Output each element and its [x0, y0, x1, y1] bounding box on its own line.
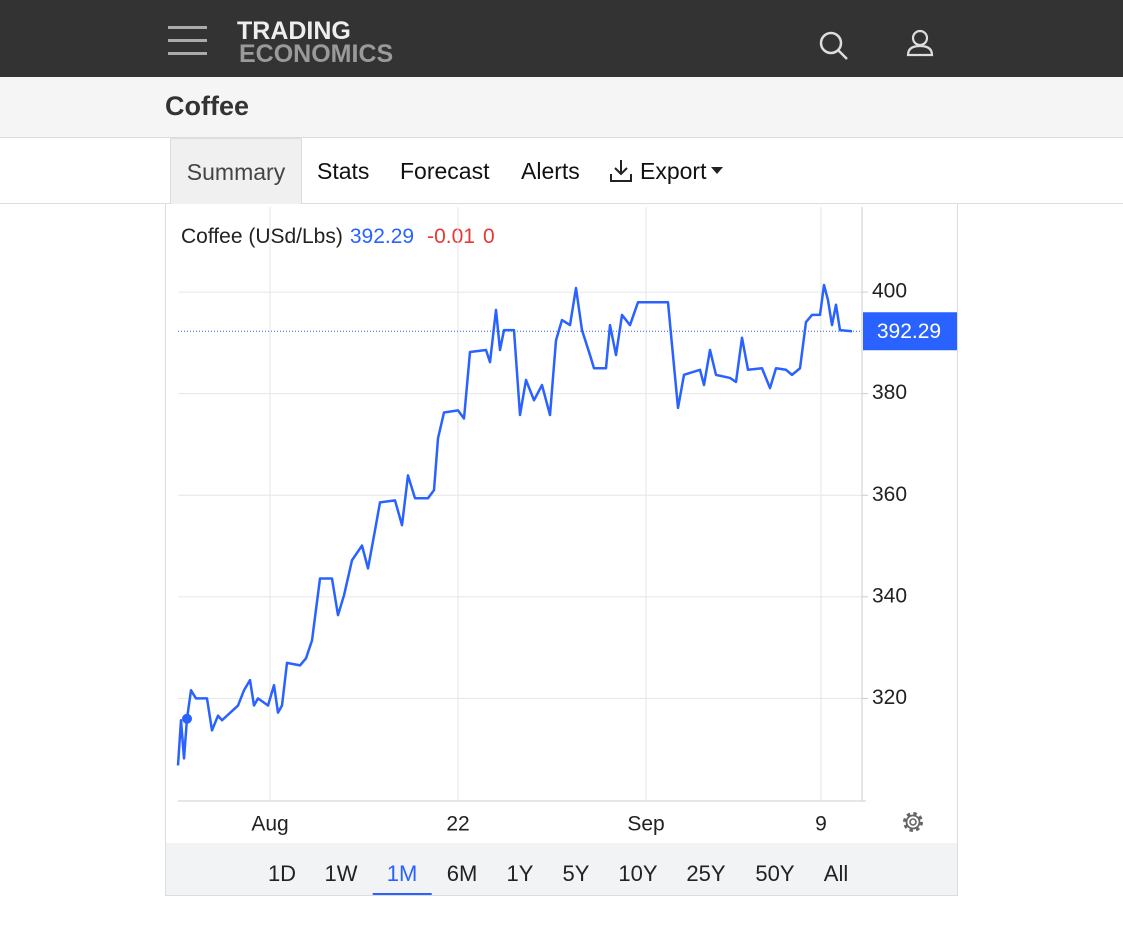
user-icon[interactable] — [905, 28, 937, 60]
tab[interactable]: Export — [640, 158, 707, 184]
legend: Coffee (USd/Lbs) 392.29 -0.01 0 — [181, 225, 495, 248]
logo-line1[interactable]: TRADING — [237, 17, 351, 45]
y-tick-label: 340 — [872, 584, 907, 607]
change-percent: 0 — [483, 225, 495, 248]
tab[interactable]: Alerts — [521, 158, 580, 184]
x-tick-label: Sep — [627, 813, 664, 836]
point-marker — [182, 713, 192, 724]
menu-icon[interactable] — [168, 26, 208, 58]
y-tick-label: 380 — [872, 381, 907, 404]
range-bar: 1D 1W 1M 6M 1Y 5Y 10Y 25Y 50Y All — [166, 843, 957, 895]
series-name: Coffee (USd/Lbs) — [181, 225, 343, 248]
x-tick-label: 22 — [446, 813, 469, 836]
range-button[interactable]: 1M — [372, 843, 432, 895]
caret — [711, 167, 723, 174]
search-icon[interactable] — [818, 30, 850, 62]
range-button[interactable]: 25Y — [686, 861, 726, 886]
title-bar: Coffee — [0, 77, 1123, 138]
y-tick-label: 360 — [872, 483, 907, 506]
range-button[interactable]: 5Y — [562, 861, 590, 886]
change: -0.01 — [427, 225, 475, 248]
last-price-label: 392.29 — [877, 320, 941, 343]
last-value: 392.29 — [350, 225, 414, 248]
page-title: Coffee — [165, 91, 250, 121]
settings-icon[interactable] — [903, 812, 923, 832]
range-button[interactable]: 1W — [324, 861, 358, 886]
range-button[interactable]: 1Y — [506, 861, 534, 886]
x-tick-label: 9 — [815, 813, 827, 836]
range-button[interactable]: 1D — [267, 861, 297, 886]
range-button[interactable]: All — [823, 861, 849, 886]
top-bar: TRADING ECONOMICS — [0, 0, 1123, 77]
range-button[interactable]: 6M — [446, 861, 478, 886]
tab[interactable]: Forecast — [400, 158, 490, 184]
y-tick-label: 400 — [872, 280, 907, 303]
price-line — [176, 283, 853, 766]
tab[interactable]: Stats — [317, 158, 370, 184]
x-tick-label: Aug — [251, 813, 288, 836]
last-price-badge — [863, 312, 957, 351]
tab-bar: Summary Stats Forecast Alerts Export — [0, 138, 1123, 204]
y-tick-label: 320 — [872, 686, 907, 709]
range-button[interactable]: 10Y — [618, 861, 658, 886]
chart-card — [165, 203, 958, 896]
logo-line2[interactable]: ECONOMICS — [239, 40, 394, 68]
range-button[interactable]: 50Y — [755, 861, 795, 886]
download-icon[interactable] — [609, 158, 635, 184]
tab[interactable]: Summary — [170, 138, 302, 204]
